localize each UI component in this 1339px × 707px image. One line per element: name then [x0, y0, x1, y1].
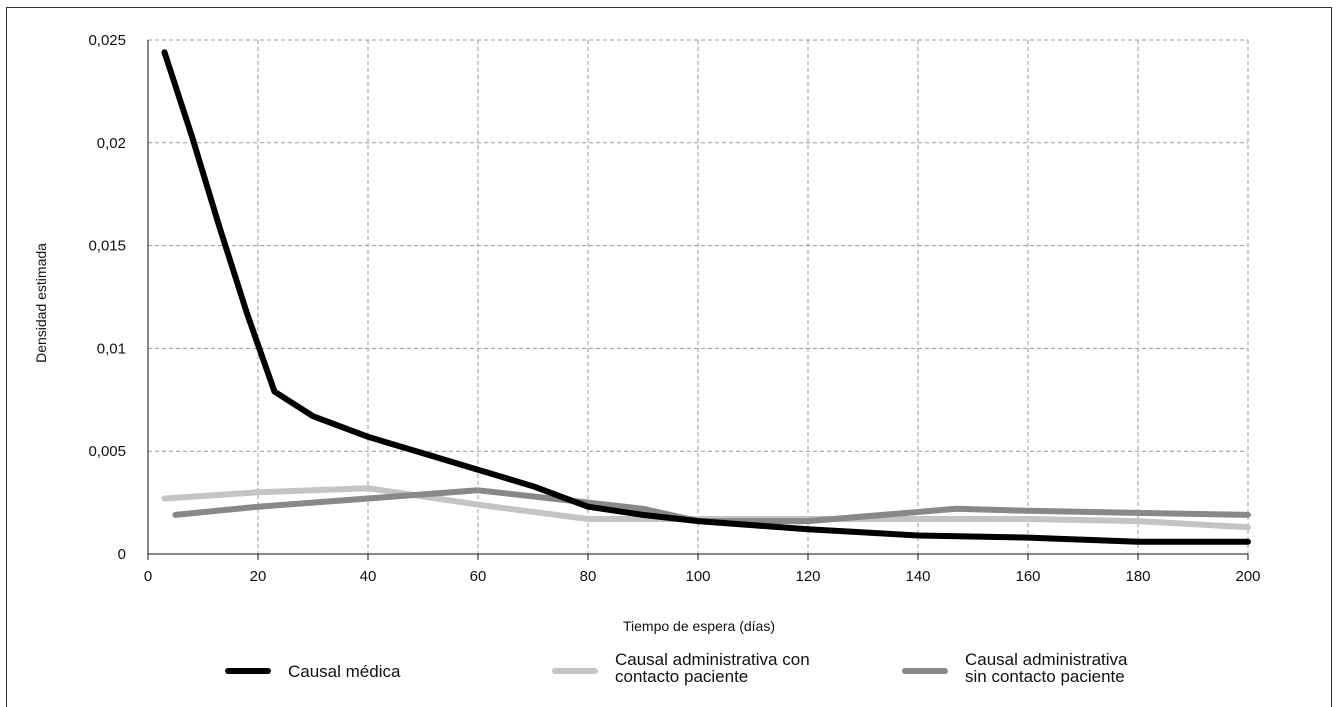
legend-label: Causal administrativa	[965, 650, 1128, 669]
chart-frame	[6, 7, 1332, 707]
x-axis-ticks: 0 20 40 60 80 100 120 140 160 180 200	[144, 568, 1261, 585]
legend-label: contacto paciente	[615, 667, 748, 686]
legend-label: sin contacto paciente	[965, 667, 1125, 686]
axes	[147, 40, 1249, 560]
x-tick-label: 60	[470, 568, 487, 585]
x-tick-label: 180	[1125, 568, 1150, 585]
x-tick-label: 100	[685, 568, 710, 585]
x-tick-label: 140	[905, 568, 930, 585]
series-line-2	[172, 487, 1251, 525]
x-tick-label: 200	[1235, 568, 1260, 585]
grid	[148, 39, 1249, 554]
legend-label: Causal médica	[288, 662, 401, 681]
y-tick-label: 0,015	[88, 238, 126, 255]
y-tick-label: 0,025	[88, 32, 126, 49]
y-tick-label: 0,02	[97, 135, 126, 152]
x-tick-label: 120	[795, 568, 820, 585]
legend: Causal médica Causal administrativa conco…	[225, 650, 1128, 686]
x-axis-label: Tiempo de espera (días)	[623, 618, 775, 634]
series-lines	[161, 49, 1251, 545]
x-tick-label: 0	[144, 568, 152, 585]
legend-label: Causal administrativa con	[615, 650, 810, 669]
y-axis-ticks: 0 0,005 0,01 0,015 0,02 0,025	[88, 32, 126, 563]
y-tick-label: 0,005	[88, 443, 126, 460]
y-tick-label: 0	[118, 546, 126, 563]
x-tick-label: 40	[360, 568, 377, 585]
y-axis-label: Densidad estimada	[33, 243, 49, 363]
x-tick-label: 80	[580, 568, 597, 585]
x-tick-label: 160	[1015, 568, 1040, 585]
series-line-0	[161, 49, 1251, 545]
y-tick-label: 0,01	[97, 340, 126, 357]
x-tick-label: 20	[250, 568, 267, 585]
